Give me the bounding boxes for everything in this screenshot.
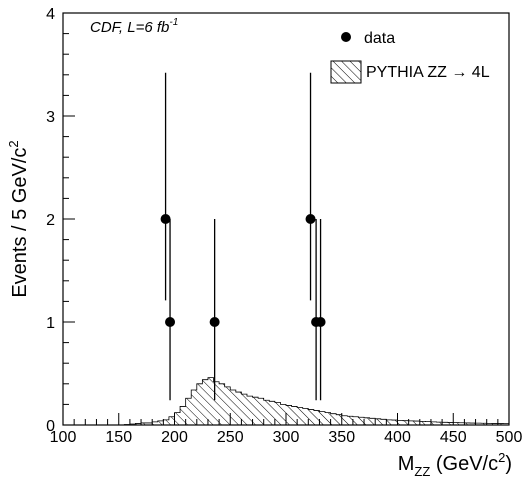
y-tick-label: 4: [46, 6, 55, 23]
x-tick-label: 300: [273, 429, 300, 446]
data-point: [209, 317, 220, 327]
x-tick-label: 450: [440, 429, 467, 446]
x-tick-label: 100: [50, 429, 77, 446]
experiment-annotation: CDF, L=6 fb-1: [90, 17, 178, 36]
data-point: [305, 214, 316, 224]
legend-mc-swatch: [330, 60, 362, 84]
y-tick-label: 0: [46, 418, 55, 435]
y-tick-label: 2: [46, 212, 55, 229]
legend-mc-label: PYTHIA ZZ → 4L: [366, 64, 490, 81]
x-tick-label: 500: [496, 429, 523, 446]
x-tick-label: 150: [105, 429, 132, 446]
legend-data-label: data: [364, 30, 395, 47]
y-axis-label: Events / 5 GeV/c2: [6, 140, 31, 297]
x-tick-label: 400: [384, 429, 411, 446]
x-tick-label: 250: [217, 429, 244, 446]
data-point: [165, 317, 176, 327]
plot-frame: [62, 12, 510, 426]
legend: data PYTHIA ZZ → 4L: [330, 30, 490, 84]
y-tick-label: 3: [46, 109, 55, 126]
legend-data-marker: [341, 32, 351, 42]
data-point: [315, 317, 326, 327]
data-point: [160, 214, 171, 224]
x-tick-label: 200: [161, 429, 188, 446]
data-points-layer: [160, 72, 326, 401]
x-tick-label: 350: [328, 429, 355, 446]
x-axis-label: MZZ (GeV/c2): [398, 450, 512, 479]
y-tick-label: 1: [46, 315, 55, 332]
